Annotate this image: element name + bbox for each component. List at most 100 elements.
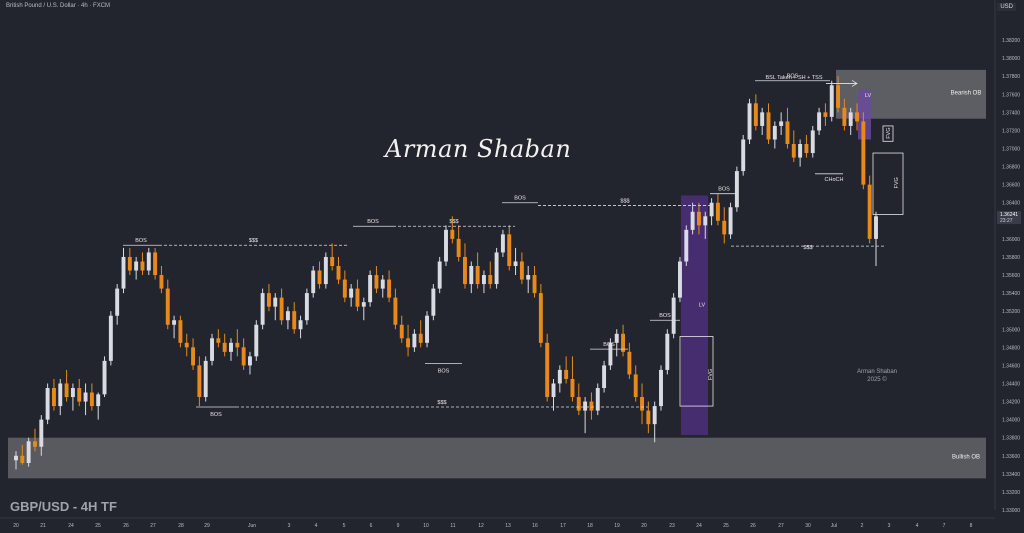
candle-body: [545, 342, 550, 398]
candle-body: [197, 365, 202, 398]
candle-body: [513, 261, 518, 266]
y-tick-label: 1.36000: [1002, 237, 1020, 243]
x-tick-label: 11: [450, 523, 455, 529]
candle-body: [323, 256, 328, 285]
candle-body: [791, 144, 796, 158]
brand-logo: Arman Shaban 2025 ©: [846, 368, 908, 384]
x-tick-label: 24: [68, 523, 74, 529]
y-tick-label: 1.34800: [1002, 345, 1020, 351]
candle-body: [178, 320, 183, 343]
candle-body: [216, 338, 221, 343]
candle-body: [785, 121, 790, 144]
candle-body: [500, 234, 505, 253]
candle-body: [829, 85, 834, 117]
candle-body: [20, 455, 25, 464]
candle-body: [153, 252, 158, 276]
candle-body: [444, 229, 448, 262]
x-tick-label: 9: [397, 523, 400, 529]
annotation-liquidity: $$$: [449, 219, 458, 225]
last-price-badge: [997, 211, 1021, 225]
x-tick-label: 21: [40, 523, 46, 529]
x-tick-label: 28: [178, 523, 184, 529]
candle-body: [481, 275, 486, 285]
candle-body: [248, 356, 252, 366]
candle-body: [412, 333, 417, 348]
candle-body: [304, 293, 309, 321]
candle-body: [254, 324, 259, 357]
y-tick-label: 1.35400: [1002, 291, 1020, 297]
candle-body: [665, 333, 670, 370]
candle-body: [608, 342, 613, 366]
timeframe-title: GBP/USD - 4H TF: [10, 499, 117, 514]
annotation-bos: BOS: [438, 369, 450, 375]
candle-body: [709, 202, 714, 217]
currency-badge[interactable]: USD: [997, 3, 1016, 11]
candle-body: [431, 288, 436, 316]
candle-body: [64, 383, 69, 398]
annotation-bos: BOS: [210, 412, 222, 418]
x-tick-label: 13: [505, 523, 511, 529]
candle-body: [127, 256, 132, 271]
last-price-label: 1.36241: [1000, 212, 1018, 218]
candle-body: [184, 342, 189, 348]
y-tick-label: 1.34600: [1002, 363, 1020, 369]
candle-body: [507, 234, 512, 266]
x-tick-label: 2: [861, 523, 864, 529]
candle-body: [229, 342, 233, 352]
x-tick-label: 30: [805, 523, 811, 529]
arrow-right-icon: [826, 80, 858, 87]
candle-body: [564, 369, 569, 379]
annotation-zone-label: LV: [865, 93, 872, 99]
candle-body: [51, 388, 56, 407]
candle-body: [266, 293, 271, 307]
candle-body: [349, 288, 354, 298]
x-tick-label: 8: [970, 523, 973, 529]
candle-body: [241, 347, 246, 366]
fvg-box-3: [872, 152, 904, 215]
candle-body: [684, 229, 689, 262]
candle-body: [311, 270, 316, 294]
x-tick-label: 4: [916, 523, 919, 529]
candle-body: [722, 220, 727, 235]
candle-body: [874, 216, 878, 239]
candle-body: [551, 383, 556, 398]
bullish-ob-zone: [8, 437, 986, 479]
candle-body: [273, 297, 278, 307]
candle-body: [842, 107, 847, 126]
candle-body: [77, 388, 82, 402]
candle-body: [425, 315, 429, 343]
x-tick-label: Jun: [248, 523, 256, 529]
candle-body: [557, 369, 562, 384]
candle-body: [734, 171, 739, 208]
annotation-liquidity: $$$: [437, 400, 446, 406]
candle-body: [330, 256, 335, 266]
x-tick-label: 20: [641, 523, 647, 529]
y-tick-label: 1.33400: [1002, 472, 1020, 478]
candle-body: [292, 311, 297, 330]
x-tick-label: 17: [560, 523, 566, 529]
annotation-note: BSL Taken + SH + TSS: [765, 75, 822, 81]
y-tick-label: 1.38000: [1002, 56, 1020, 62]
candle-body: [165, 288, 170, 325]
candle-body: [108, 315, 113, 361]
candle-body: [235, 342, 240, 348]
candle-body: [526, 275, 531, 280]
y-tick-label: 1.35800: [1002, 255, 1020, 261]
candle-body: [646, 410, 651, 425]
y-tick-label: 1.36800: [1002, 165, 1020, 171]
annotation-bos: BOS: [135, 238, 147, 244]
x-tick-label: 24: [696, 523, 702, 529]
candle-body: [203, 360, 208, 398]
annotation-bos: BOS: [367, 219, 379, 225]
x-tick-label: 18: [587, 523, 593, 529]
candle-body: [342, 279, 347, 298]
x-tick-label: 16: [532, 523, 538, 529]
x-tick-label: 12: [478, 523, 484, 529]
candle-body: [456, 238, 461, 257]
candle-body: [836, 85, 841, 108]
candle-body: [741, 139, 746, 172]
candle-body: [361, 302, 366, 307]
candle-body: [690, 211, 695, 230]
annotation-zone-label: FVG: [894, 177, 900, 188]
